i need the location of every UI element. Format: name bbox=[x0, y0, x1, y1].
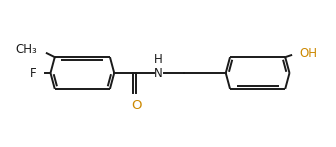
Text: N: N bbox=[154, 66, 162, 80]
Text: OH: OH bbox=[299, 47, 317, 60]
Text: CH₃: CH₃ bbox=[15, 43, 37, 56]
Text: F: F bbox=[30, 66, 37, 80]
Text: H: H bbox=[154, 53, 162, 66]
Text: O: O bbox=[131, 99, 141, 112]
